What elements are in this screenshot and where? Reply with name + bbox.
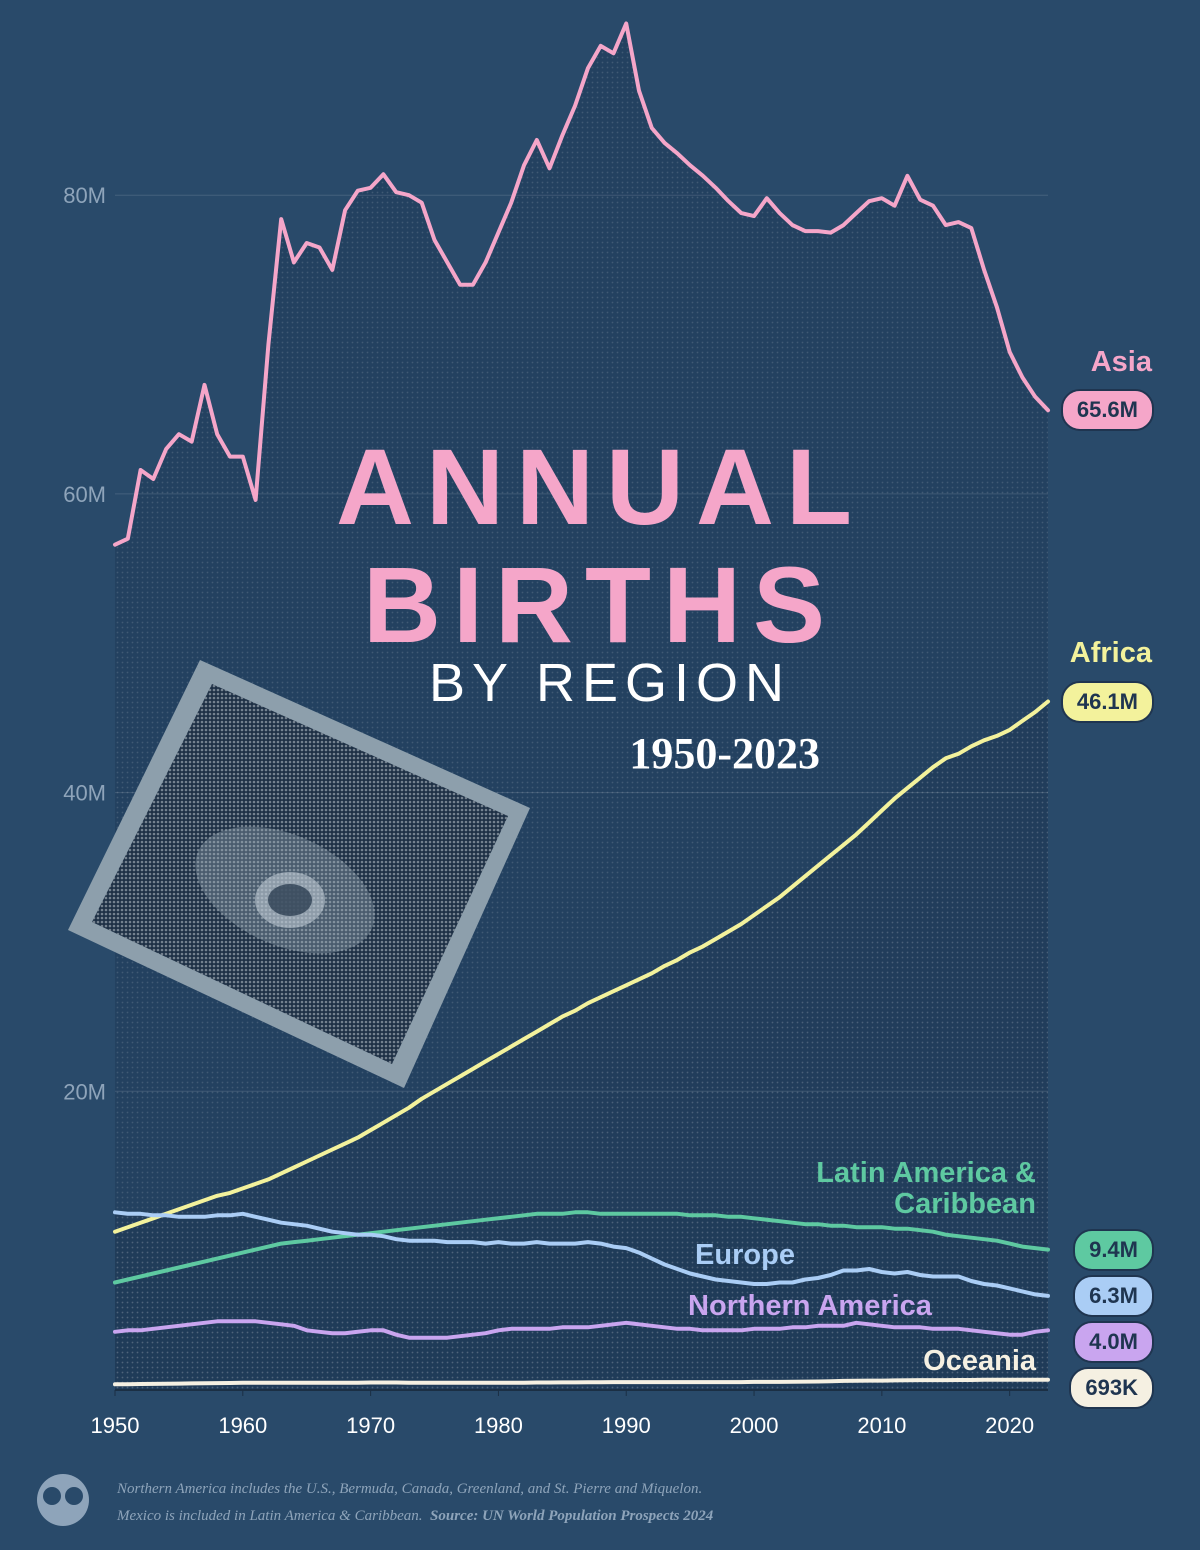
note-line: Mexico is included in Latin America & Ca… xyxy=(117,1503,713,1530)
x-tick-label: 2000 xyxy=(730,1413,779,1438)
y-tick-label: 20M xyxy=(63,1079,106,1104)
y-tick-label: 60M xyxy=(63,482,106,507)
chart-subtitle: BY REGION xyxy=(428,653,792,713)
y-tick-label: 40M xyxy=(63,781,106,806)
note: Mexico is included in Latin America & Ca… xyxy=(117,1508,423,1524)
x-tick-label: 1990 xyxy=(602,1413,651,1438)
x-tick-label: 1980 xyxy=(474,1413,523,1438)
end-value-label: 693K xyxy=(1069,1366,1154,1409)
note: Northern America includes the U.S., Berm… xyxy=(117,1481,703,1497)
x-tick-label: 1970 xyxy=(346,1413,395,1438)
series-label: Europe xyxy=(695,1239,795,1271)
end-value-label: 6.3M xyxy=(1073,1274,1154,1317)
x-tick-label: 2010 xyxy=(857,1413,906,1438)
footnotes: Northern America includes the U.S., Berm… xyxy=(117,1476,713,1530)
area xyxy=(115,1321,1048,1390)
series-line xyxy=(113,1210,1050,1285)
grid: 20M 40M 60M 80M 1950 1960 1970 1980 1990 2000 2010… xyxy=(63,183,1048,1438)
end-value-label: 9.4M xyxy=(1073,1228,1154,1271)
series-line xyxy=(113,699,1050,1234)
series-line xyxy=(113,21,1050,547)
series-label: Northern America xyxy=(688,1290,932,1322)
x-tick-label: 1950 xyxy=(91,1413,140,1438)
x-tick-label: 2020 xyxy=(985,1413,1034,1438)
lines xyxy=(113,21,1050,1387)
source: Source: UN World Population Prospects 20… xyxy=(430,1508,714,1524)
series-label: Latin America & Caribbean xyxy=(816,1157,1036,1220)
series-label: Africa xyxy=(1069,637,1152,669)
series-line xyxy=(113,1377,1050,1387)
end-value-label: 46.1M xyxy=(1060,680,1154,723)
y-tick-label: 80M xyxy=(63,183,106,208)
ultrasound-photo xyxy=(68,660,530,1088)
x-tick-label: 1960 xyxy=(218,1413,267,1438)
series-label: Asia xyxy=(1090,346,1152,378)
end-value-label: 4.0M xyxy=(1073,1320,1154,1363)
series-line xyxy=(113,1319,1050,1340)
area xyxy=(115,701,1048,1390)
series-label: Oceania xyxy=(923,1345,1036,1377)
logo xyxy=(37,1474,89,1526)
date-range: 1950-2023 xyxy=(629,729,820,778)
series-line xyxy=(113,1210,1050,1298)
chart-title: ANNUAL BIRTHS xyxy=(336,426,864,665)
end-value-label: 65.6M xyxy=(1060,389,1154,432)
